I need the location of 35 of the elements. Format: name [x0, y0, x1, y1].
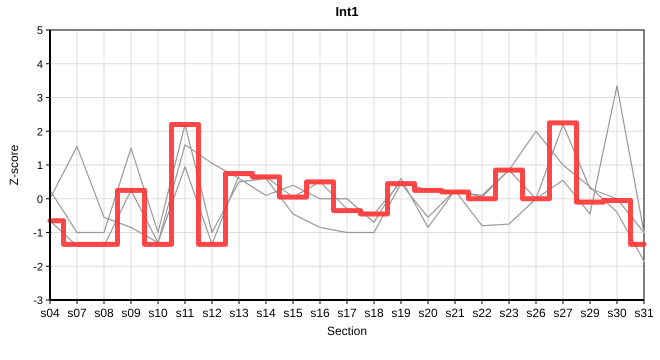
y-tick-label: 0	[36, 194, 43, 206]
x-tick-label: s15	[283, 306, 303, 320]
x-tick-label: s12	[202, 306, 222, 320]
y-tick-label: -3	[33, 295, 43, 307]
y-tick-label: 4	[36, 58, 43, 71]
x-tick-label: s04	[40, 306, 60, 320]
x-tick-label: s14	[256, 306, 276, 320]
x-tick-label: s08	[94, 306, 114, 320]
x-tick-label: s11	[176, 306, 195, 320]
y-tick-label: -2	[33, 261, 43, 274]
y-axis-title: Z-score	[7, 144, 21, 186]
x-tick-label: s23	[499, 306, 519, 320]
x-tick-label: s13	[229, 306, 249, 320]
x-tick-label: s19	[391, 306, 411, 320]
x-tick-label: s16	[310, 306, 330, 320]
x-tick-label: s21	[445, 306, 465, 320]
x-tick-label: s10	[148, 306, 168, 320]
x-tick-label: s27	[553, 306, 573, 320]
chart-title: Int1	[335, 4, 359, 19]
y-tick-label: 5	[36, 25, 43, 37]
y-tick-label: -1	[33, 228, 43, 240]
y-tick-label: 1	[36, 160, 43, 172]
x-axis-title: Section	[326, 324, 368, 338]
x-tick-label: s09	[121, 306, 141, 320]
x-tick-label: s22	[472, 306, 492, 320]
x-tick-label: s18	[364, 306, 384, 320]
x-tick-label: s31	[634, 306, 654, 320]
x-tick-label: s20	[418, 306, 438, 320]
x-tick-label: s17	[337, 306, 357, 320]
x-tick-label: s29	[580, 306, 600, 320]
x-tick-label: s26	[526, 306, 546, 320]
x-tick-label: s30	[607, 306, 627, 320]
y-tick-label: 2	[36, 126, 43, 138]
x-tick-label: s07	[67, 306, 87, 320]
y-tick-label: 3	[36, 92, 43, 104]
